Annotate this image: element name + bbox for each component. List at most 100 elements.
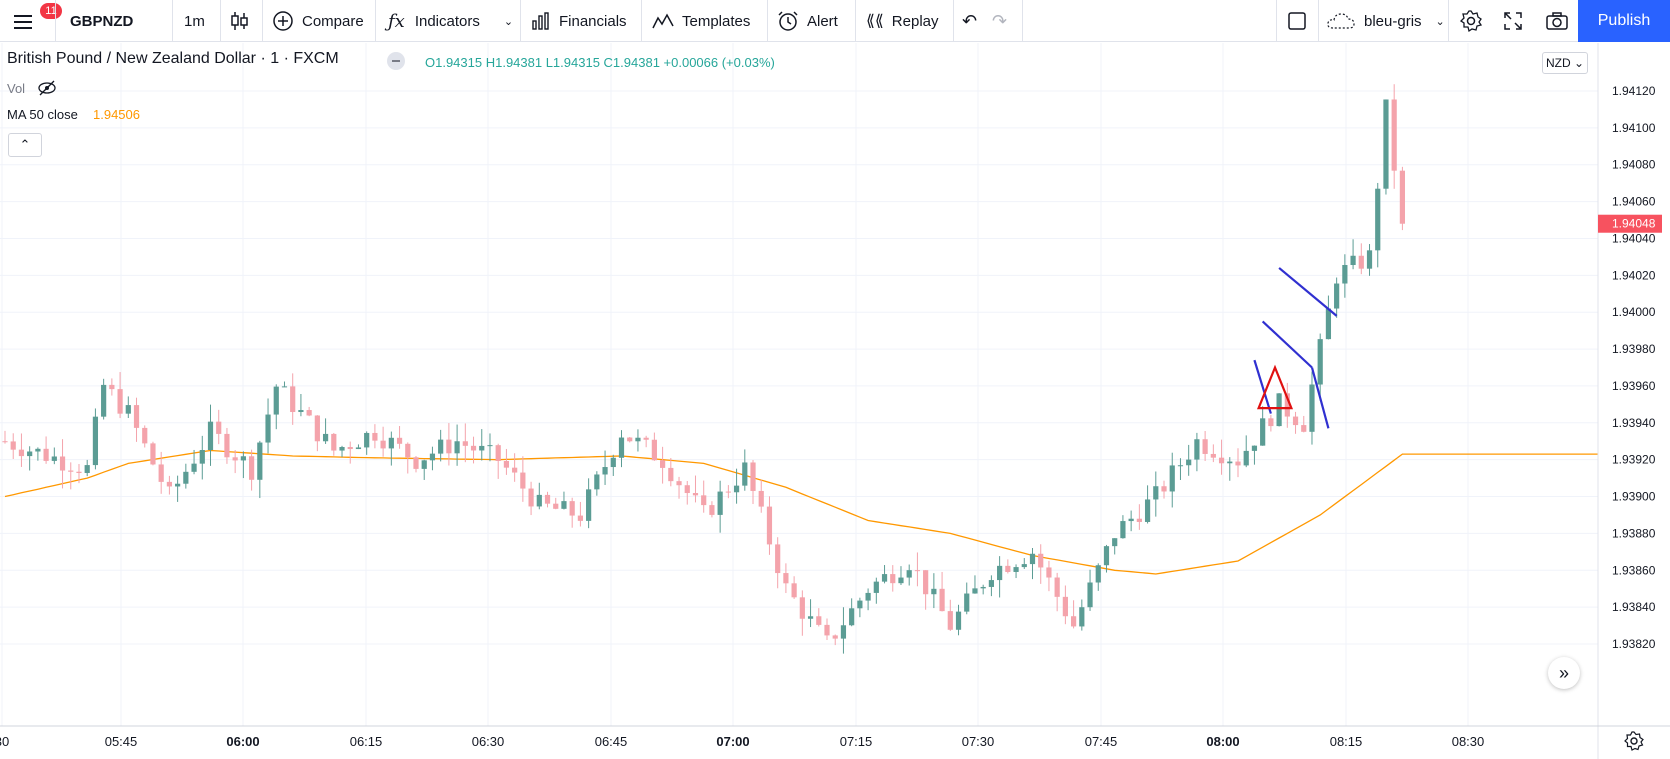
ma50-line-layer xyxy=(4,449,1598,575)
candle-body xyxy=(1038,553,1044,568)
time-tick-label: 08:15 xyxy=(1330,734,1363,749)
trendline-drawing xyxy=(1310,367,1330,429)
candle-body xyxy=(166,481,172,487)
undo-button[interactable]: ↶ xyxy=(962,0,977,42)
snapshot-button[interactable] xyxy=(1545,0,1569,42)
fullscreen-icon xyxy=(1504,12,1522,30)
candle-body xyxy=(1005,565,1011,572)
candle-body xyxy=(1054,577,1060,597)
templates-button[interactable]: Templates xyxy=(652,0,750,42)
candle-body xyxy=(980,586,986,589)
candle-body xyxy=(487,445,493,447)
price-tick-label: 1.93820 xyxy=(1612,637,1656,651)
candle-body xyxy=(635,437,641,442)
publish-button[interactable]: Publish xyxy=(1578,0,1670,42)
ma-legend-value: 1.94506 xyxy=(93,107,140,122)
candle-body xyxy=(824,624,830,636)
redo-button[interactable]: ↷ xyxy=(992,0,1007,42)
candle-body xyxy=(339,447,345,451)
candle-body xyxy=(1153,486,1159,500)
price-chart[interactable]: 1.93820 1.93840 1.93860 1.93880 1.93900 1.939… xyxy=(0,43,1670,759)
eye-hidden-icon[interactable] xyxy=(37,80,57,96)
candle-body xyxy=(1251,445,1258,451)
trendline-drawing xyxy=(1261,320,1313,369)
price-tick-label: 1.94060 xyxy=(1612,195,1656,209)
fullscreen-button[interactable] xyxy=(1502,0,1524,42)
ohlc-values: O1.94315 H1.94381 L1.94315 C1.94381 +0.0… xyxy=(425,55,775,70)
candle-body xyxy=(643,437,649,440)
price-tick-label: 1.94040 xyxy=(1612,231,1656,245)
candle-body xyxy=(1087,582,1093,608)
candle-body xyxy=(807,616,814,619)
symbol-search[interactable]: GBPNZD xyxy=(70,12,134,30)
candle-body xyxy=(906,570,912,578)
candle-body xyxy=(396,437,403,444)
cloud-icon xyxy=(1327,13,1355,29)
time-tick-label: 08:30 xyxy=(1452,734,1485,749)
price-tick-label: 1.93860 xyxy=(1612,563,1656,577)
candle-body xyxy=(355,447,362,450)
currency-selector[interactable]: NZD ⌄ xyxy=(1542,52,1588,74)
chart-type-button[interactable] xyxy=(228,0,250,42)
candle-body xyxy=(331,433,337,451)
menu-button[interactable]: 11 xyxy=(12,0,62,42)
candle-body xyxy=(10,441,16,450)
candle-body xyxy=(495,445,501,461)
candle-body xyxy=(1079,607,1085,627)
square-icon xyxy=(1288,12,1306,30)
candles-layer xyxy=(2,84,1405,654)
replay-button[interactable]: ⟪⟪ Replay xyxy=(866,0,939,42)
last-price-marker: 1.94048 xyxy=(1598,214,1662,233)
candle-body xyxy=(873,581,879,593)
candle-body xyxy=(191,463,197,472)
interval-button[interactable]: 1m xyxy=(184,12,205,30)
candle-body xyxy=(158,464,164,482)
candle-body xyxy=(594,474,600,490)
collapse-legend-button[interactable]: ⌃ xyxy=(8,133,42,157)
candle-body xyxy=(224,433,230,458)
candle-body xyxy=(668,467,674,482)
candle-body xyxy=(273,386,279,415)
chevron-up-icon: ⌃ xyxy=(19,137,31,152)
candle-body xyxy=(528,488,534,507)
candle-body xyxy=(265,414,271,443)
indicators-button[interactable]: ƒx Indicators ⌄ xyxy=(388,0,513,42)
candle-body xyxy=(923,570,929,595)
candle-body xyxy=(117,389,123,414)
compare-button[interactable]: Compare xyxy=(272,0,364,42)
candle-body xyxy=(1202,439,1208,454)
plus-circle-icon xyxy=(273,11,293,31)
candle-body xyxy=(84,465,90,473)
candle-body xyxy=(1358,255,1364,269)
financials-button[interactable]: Financials xyxy=(531,0,627,42)
layout-toggle-button[interactable] xyxy=(1286,0,1308,42)
candle-body xyxy=(840,625,847,639)
candle-body xyxy=(766,506,773,545)
scroll-to-realtime-button[interactable]: » xyxy=(1548,657,1580,689)
candle-body xyxy=(2,441,8,443)
candle-body xyxy=(799,597,805,619)
axis-settings-gear-icon[interactable] xyxy=(1623,730,1645,752)
candle-body xyxy=(429,453,436,461)
candle-body xyxy=(51,456,57,461)
ma-legend-label[interactable]: MA 50 close xyxy=(7,107,78,122)
candle-body xyxy=(142,427,148,444)
candle-body xyxy=(512,467,518,473)
settings-button[interactable] xyxy=(1459,0,1483,42)
candle-body xyxy=(881,574,888,582)
drawings-layer xyxy=(1253,267,1338,429)
layout-name-button[interactable]: bleu-gris ⌄ xyxy=(1326,0,1445,42)
volume-legend-label[interactable]: Vol xyxy=(7,81,26,96)
candle-body xyxy=(618,437,625,458)
candle-body xyxy=(1399,170,1405,224)
candle-body xyxy=(1235,461,1241,466)
candle-body xyxy=(783,573,789,584)
candle-body xyxy=(890,574,896,584)
hamburger-icon xyxy=(14,15,32,29)
time-tick-label: 06:45 xyxy=(595,734,628,749)
candle-body xyxy=(298,410,304,413)
alert-button[interactable]: Alert xyxy=(777,0,838,42)
candle-body xyxy=(405,443,411,458)
templates-icon xyxy=(652,13,674,29)
symbol-legend[interactable]: British Pound / New Zealand Dollar · 1 ·… xyxy=(7,50,339,67)
